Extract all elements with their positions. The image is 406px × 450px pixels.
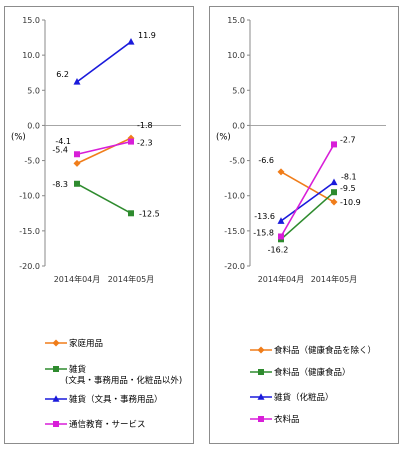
- left-unit-label: (%): [11, 132, 26, 142]
- left-data-label: -5.4: [52, 145, 68, 154]
- left-y-tick-label: -10.0: [19, 192, 40, 201]
- right-data-label: -15.8: [253, 228, 274, 237]
- right-data-label: -6.6: [258, 156, 274, 165]
- right-series-0: -6.6 -10.9: [258, 156, 360, 207]
- left-legend-label: 通信教育・サービス: [69, 419, 146, 430]
- right-series-2: -13.6 -8.1: [254, 172, 357, 224]
- left-legend-marker: [53, 366, 59, 372]
- left-y-tick-label: 0.0: [27, 121, 40, 130]
- right-series-0-point: [277, 168, 285, 176]
- right-y-tick-label: 10.0: [227, 51, 245, 60]
- right-legend-label: 食料品（健康食品）: [274, 367, 351, 378]
- left-data-label: -1.8: [137, 121, 153, 130]
- right-y-axis: [247, 19, 251, 267]
- left-series-2-line: [76, 41, 132, 83]
- left-series-3: -4.1 -2.3: [55, 137, 153, 158]
- left-legend-item: 雑貨(文具・事務用品・化粧品以外): [45, 364, 182, 386]
- left-series-0-line: [76, 137, 132, 165]
- left-legend-label: 雑貨（文具・事務用品）: [69, 394, 163, 405]
- right-legend-label: 食料品（健康食品を除く）: [274, 345, 376, 356]
- right-data-label: -2.7: [340, 135, 356, 144]
- left-series-1-point: [74, 180, 80, 187]
- left-y-tick-label: -20.0: [19, 262, 40, 271]
- left-series-1-line: [76, 183, 132, 214]
- right-series-0-point: [330, 198, 338, 206]
- right-legend-marker: [257, 346, 265, 354]
- left-legend-item: 通信教育・サービス: [45, 419, 146, 430]
- left-y-tick-label: -15.0: [19, 227, 40, 236]
- right-legend-item: 食料品（健康食品を除く）: [250, 345, 376, 356]
- right-y-tick-label: -15.0: [224, 227, 245, 236]
- right-series-3-point: [331, 141, 337, 148]
- right-series-2-line: [280, 181, 335, 222]
- chart-panel-left: 15.0 10.0 5.0 0.0 -5.0 -10.0 -15.0 -20.0 (%) 2014…: [4, 6, 194, 444]
- right-series-3: -15.8 -2.7: [253, 135, 356, 240]
- left-y-tick-label: 5.0: [27, 86, 40, 95]
- left-x-tick-label: 2014年04月: [54, 274, 101, 284]
- right-y-tick-label: 15.0: [227, 16, 245, 25]
- left-legend-marker: [52, 395, 60, 402]
- left-data-label: -4.1: [55, 137, 71, 146]
- right-series-3-point: [278, 233, 284, 240]
- left-legend-label: 雑貨(文具・事務用品・化粧品以外): [65, 364, 182, 386]
- left-y-tick-label: -5.0: [24, 157, 40, 166]
- left-series-1-point: [128, 210, 134, 217]
- left-legend-marker: [52, 339, 60, 347]
- left-x-tick-label: 2014年05月: [108, 274, 155, 284]
- right-legend-label: 雑貨（化粧品）: [274, 392, 334, 403]
- right-legend-marker: [257, 393, 265, 400]
- right-x-tick-label: 2014年04月: [258, 274, 305, 284]
- right-y-tick-label: -10.0: [224, 192, 245, 201]
- right-series-2-point: [277, 217, 285, 224]
- right-legend-marker: [258, 369, 264, 375]
- right-y-tick-label: -5.0: [229, 157, 245, 166]
- right-data-label: -8.1: [341, 172, 357, 181]
- right-x-tick-label: 2014年05月: [311, 274, 358, 284]
- right-legend-item: 雑貨（化粧品）: [250, 392, 334, 403]
- left-legend-item: 家庭用品: [45, 338, 103, 349]
- left-y-axis: [42, 19, 46, 267]
- right-data-label: -13.6: [254, 212, 275, 221]
- chart-panel-right: 15.0 10.0 5.0 0.0 -5.0 -10.0 -15.0 -20.0 (%) 2014…: [209, 6, 399, 444]
- left-series-3-point: [74, 151, 80, 158]
- right-series-2-point: [330, 178, 338, 186]
- left-y-tick-label: 15.0: [22, 16, 40, 25]
- left-series-3-line: [76, 140, 132, 156]
- right-series-1-point: [331, 189, 337, 196]
- right-data-label: -16.2: [268, 245, 289, 254]
- left-series-0: -5.4 -1.8: [52, 121, 153, 167]
- left-series-2: 6.2 11.9: [56, 31, 156, 85]
- right-legend-item: 衣料品: [250, 414, 300, 425]
- right-unit-label: (%): [216, 132, 231, 142]
- right-legend-label: 衣料品: [274, 414, 300, 425]
- left-data-label: 11.9: [138, 31, 156, 40]
- chart-right-svg: 15.0 10.0 5.0 0.0 -5.0 -10.0 -15.0 -20.0 (%) 2014…: [216, 16, 386, 425]
- right-series-0-line: [280, 171, 335, 203]
- chart-left-svg: 15.0 10.0 5.0 0.0 -5.0 -10.0 -15.0 -20.0 (%) 2014…: [11, 16, 182, 430]
- left-series-3-point: [128, 138, 134, 145]
- left-legend-item: 雑貨（文具・事務用品）: [45, 394, 163, 405]
- right-series-1-line: [280, 191, 335, 240]
- right-legend-marker: [258, 416, 264, 422]
- left-y-tick-label: 10.0: [22, 51, 40, 60]
- right-legend-item: 食料品（健康食品）: [250, 367, 351, 378]
- right-y-tick-label: 5.0: [232, 86, 245, 95]
- left-legend-label: 家庭用品: [69, 338, 103, 349]
- left-legend-marker: [53, 421, 59, 427]
- left-series-0-point: [73, 159, 81, 167]
- right-y-tick-label: 0.0: [232, 121, 245, 130]
- right-series-3-line: [280, 144, 335, 237]
- right-data-label: -10.9: [340, 198, 361, 207]
- left-data-label: 6.2: [56, 70, 69, 79]
- left-data-label: -2.3: [137, 139, 153, 148]
- left-data-label: -8.3: [52, 180, 68, 189]
- right-data-label: -9.5: [340, 184, 356, 193]
- left-series-1: -8.3 -12.5: [52, 180, 159, 219]
- left-series-2-point: [73, 78, 81, 85]
- right-legend: 食料品（健康食品を除く） 食料品（健康食品） 雑貨（化粧品） 衣料品: [250, 345, 376, 425]
- right-y-tick-label: -20.0: [224, 262, 245, 271]
- left-data-label: -12.5: [139, 209, 160, 218]
- left-series-2-point: [127, 37, 135, 45]
